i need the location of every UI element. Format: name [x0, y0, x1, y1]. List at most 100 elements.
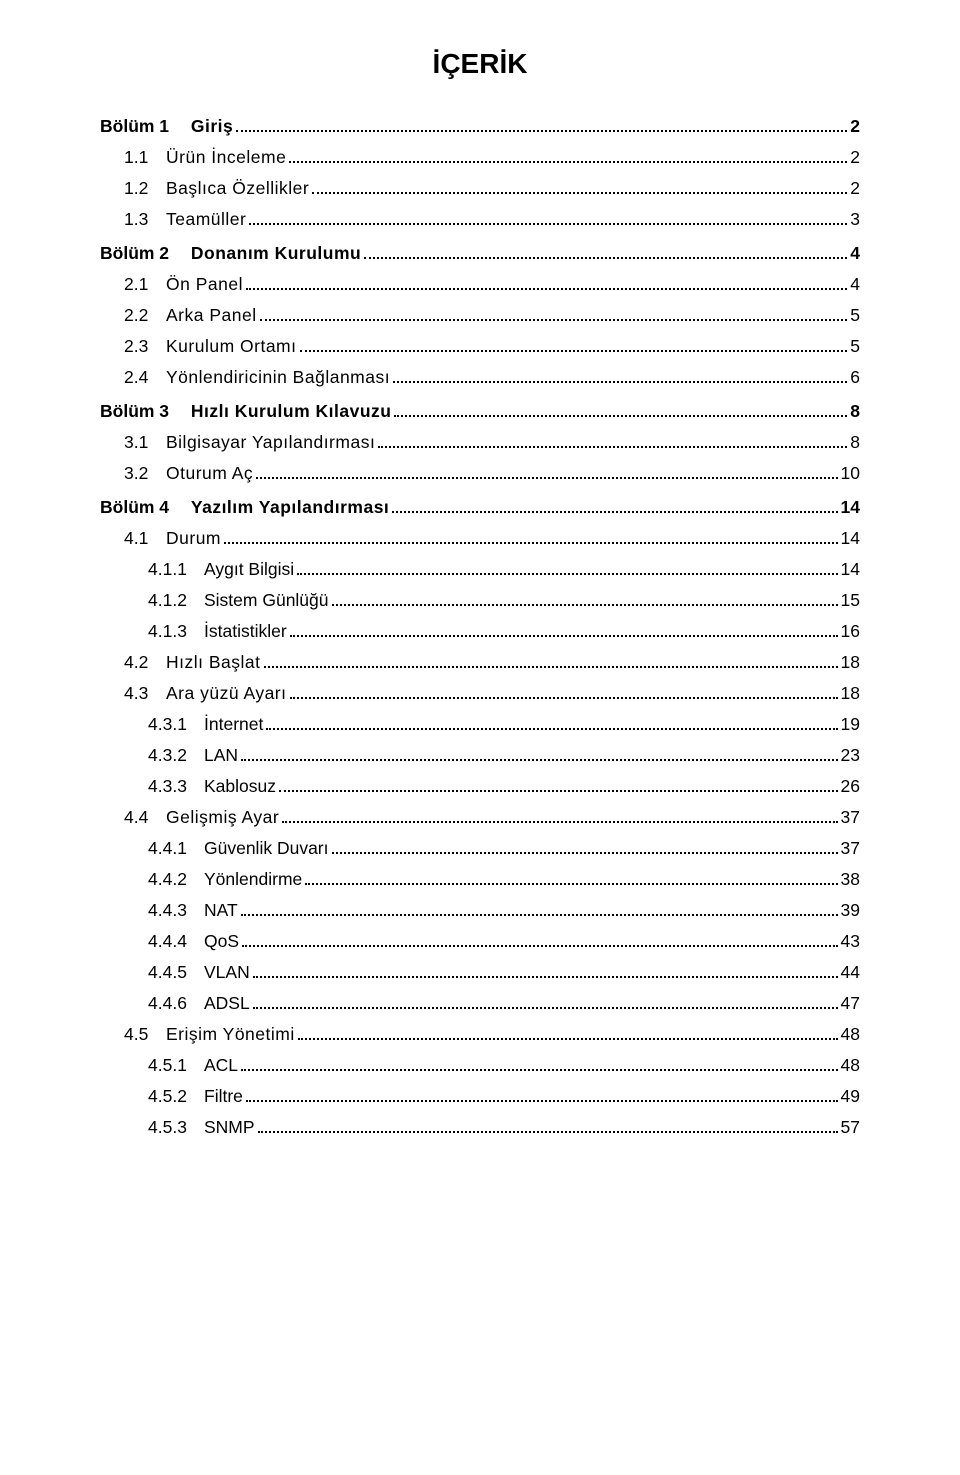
- toc-page-number: 39: [841, 900, 860, 921]
- toc-entry-number: 4.5: [124, 1024, 166, 1045]
- toc-entry-text: Hızlı Başlat: [166, 652, 261, 672]
- toc-subsection: 4.4.1Güvenlik Duvarı 37: [100, 838, 860, 859]
- toc-leader-dots: [241, 1069, 837, 1071]
- toc-leader-dots: [236, 130, 847, 132]
- toc-page-number: 2: [850, 147, 860, 168]
- toc-entry-label: 1.3Teamüller: [124, 209, 246, 230]
- toc-page-number: 19: [841, 714, 860, 735]
- toc-entry-label: 4.3Ara yüzü Ayarı: [124, 683, 287, 704]
- toc-page-number: 4: [850, 274, 860, 295]
- toc-entry-text: Filtre: [204, 1086, 243, 1106]
- toc-entry-label: 4.4.4QoS: [148, 931, 239, 952]
- toc-entry-number: 4.3: [124, 683, 166, 704]
- toc-page-number: 16: [841, 621, 860, 642]
- toc-entry-label: 4.5.2Filtre: [148, 1086, 243, 1107]
- toc-entry-label: 4.4.3NAT: [148, 900, 238, 921]
- toc-entry-text: QoS: [204, 931, 239, 951]
- toc-leader-dots: [253, 1007, 838, 1009]
- toc-entry-label: 4.4.5VLAN: [148, 962, 250, 983]
- toc-subsection: 4.4.5VLAN 44: [100, 962, 860, 983]
- toc-entry-number: 1.2: [124, 178, 166, 199]
- toc-leader-dots: [312, 192, 847, 194]
- toc-page-number: 48: [841, 1024, 860, 1045]
- toc-entry-text: Ön Panel: [166, 274, 243, 294]
- toc-leader-dots: [298, 1038, 838, 1040]
- toc-entry-text: Erişim Yönetimi: [166, 1024, 295, 1044]
- toc-page-number: 15: [841, 590, 860, 611]
- toc-entry-text: Güvenlik Duvarı: [204, 838, 329, 858]
- toc-entry-label: 2.4Yönlendiricinin Bağlanması: [124, 367, 390, 388]
- toc-subsection: 4.1.1Aygıt Bilgisi 14: [100, 559, 860, 580]
- toc-section: 2.3Kurulum Ortamı 5: [100, 336, 860, 357]
- toc-subsection: 4.4.2Yönlendirme 38: [100, 869, 860, 890]
- toc-entry-label: 4.5.3SNMP: [148, 1117, 255, 1138]
- toc-entry-text: Kablosuz: [204, 776, 276, 796]
- toc-chapter: Bölüm 3 Hızlı Kurulum Kılavuzu 8: [100, 401, 860, 422]
- toc-entry-text: Arka Panel: [166, 305, 257, 325]
- toc-leader-dots: [241, 759, 837, 761]
- toc-page-number: 37: [841, 838, 860, 859]
- toc-leader-dots: [378, 446, 847, 448]
- toc-leader-dots: [290, 635, 838, 637]
- toc-leader-dots: [249, 223, 847, 225]
- toc-entry-label: 1.1Ürün İnceleme: [124, 147, 286, 168]
- toc-entry-text: Yazılım Yapılandırması: [191, 497, 389, 517]
- toc-entry-text: Kurulum Ortamı: [166, 336, 297, 356]
- toc-entry-text: Giriş: [191, 116, 233, 136]
- toc-entry-number: Bölüm 3: [100, 401, 186, 422]
- toc-page-number: 49: [841, 1086, 860, 1107]
- toc-entry-number: 2.1: [124, 274, 166, 295]
- toc-page-number: 5: [850, 336, 860, 357]
- toc-entry-text: Oturum Aç: [166, 463, 253, 483]
- toc-entry-text: Ara yüzü Ayarı: [166, 683, 287, 703]
- table-of-contents: Bölüm 1 Giriş 21.1Ürün İnceleme 21.2Başl…: [100, 116, 860, 1138]
- toc-entry-number: 4.3.2: [148, 745, 204, 766]
- toc-entry-number: 1.1: [124, 147, 166, 168]
- toc-leader-dots: [264, 666, 838, 668]
- toc-leader-dots: [246, 288, 847, 290]
- toc-page-number: 10: [841, 463, 860, 484]
- toc-section: 4.5Erişim Yönetimi 48: [100, 1024, 860, 1045]
- toc-page-number: 6: [850, 367, 860, 388]
- toc-subsection: 4.3.1İnternet 19: [100, 714, 860, 735]
- toc-entry-label: 4.3.1İnternet: [148, 714, 263, 735]
- toc-entry-text: Hızlı Kurulum Kılavuzu: [191, 401, 392, 421]
- toc-entry-number: 4.2: [124, 652, 166, 673]
- toc-entry-label: 4.5Erişim Yönetimi: [124, 1024, 295, 1045]
- toc-leader-dots: [256, 477, 837, 479]
- toc-entry-label: 4.1.1Aygıt Bilgisi: [148, 559, 294, 580]
- toc-leader-dots: [253, 976, 838, 978]
- toc-page-number: 48: [841, 1055, 860, 1076]
- toc-section: 1.2Başlıca Özellikler 2: [100, 178, 860, 199]
- toc-leader-dots: [242, 945, 838, 947]
- toc-page-number: 4: [850, 243, 860, 264]
- toc-entry-number: 4.5.2: [148, 1086, 204, 1107]
- toc-section: 2.2Arka Panel 5: [100, 305, 860, 326]
- toc-leader-dots: [290, 697, 838, 699]
- toc-page-number: 47: [841, 993, 860, 1014]
- toc-leader-dots: [393, 381, 847, 383]
- toc-leader-dots: [282, 821, 837, 823]
- toc-entry-text: Yönlendirme: [204, 869, 302, 889]
- toc-entry-label: Bölüm 3 Hızlı Kurulum Kılavuzu: [100, 401, 391, 422]
- toc-entry-number: 4.5.1: [148, 1055, 204, 1076]
- toc-entry-number: 4.4.4: [148, 931, 204, 952]
- toc-entry-text: ADSL: [204, 993, 250, 1013]
- toc-entry-label: 4.1Durum: [124, 528, 221, 549]
- toc-page-number: 18: [841, 652, 860, 673]
- toc-entry-label: 4.4.2Yönlendirme: [148, 869, 302, 890]
- toc-subsection: 4.3.3Kablosuz 26: [100, 776, 860, 797]
- toc-entry-label: 3.1Bilgisayar Yapılandırması: [124, 432, 375, 453]
- toc-section: 4.2Hızlı Başlat 18: [100, 652, 860, 673]
- toc-entry-number: 4.1.3: [148, 621, 204, 642]
- toc-subsection: 4.4.4QoS 43: [100, 931, 860, 952]
- toc-entry-number: 1.3: [124, 209, 166, 230]
- toc-page-number: 26: [841, 776, 860, 797]
- toc-entry-text: VLAN: [204, 962, 250, 982]
- toc-entry-label: 4.4Gelişmiş Ayar: [124, 807, 279, 828]
- toc-chapter: Bölüm 2 Donanım Kurulumu 4: [100, 243, 860, 264]
- toc-entry-number: 4.3.3: [148, 776, 204, 797]
- toc-subsection: 4.5.2Filtre 49: [100, 1086, 860, 1107]
- toc-section: 4.3Ara yüzü Ayarı 18: [100, 683, 860, 704]
- toc-section: 3.1Bilgisayar Yapılandırması 8: [100, 432, 860, 453]
